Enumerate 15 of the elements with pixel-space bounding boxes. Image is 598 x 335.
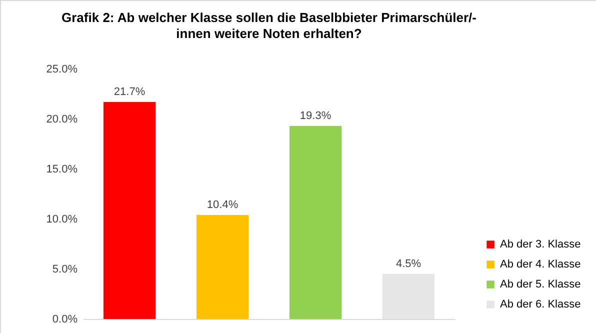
legend-label: Ab der 5. Klasse [500, 278, 581, 290]
y-tick-label: 15.0% [46, 164, 78, 176]
data-label: 10.4% [206, 199, 238, 211]
y-tick-label: 20.0% [46, 114, 78, 126]
y-tick-label: 5.0% [52, 264, 78, 276]
y-tick-label: 0.0% [52, 314, 78, 326]
chart-title: Grafik 2: Ab welcher Klasse sollen die Baselbbieter Primarschüler/-innen weitere Noten erhalten? [62, 10, 476, 41]
y-tick-label: 10.0% [46, 214, 78, 226]
legend-label: Ab der 6. Klasse [500, 298, 581, 310]
data-label: 4.5% [396, 258, 422, 270]
legend-label: Ab der 4. Klasse [500, 258, 581, 270]
data-label: 19.3% [300, 110, 332, 122]
y-tick-label: 25.0% [46, 64, 78, 76]
legend-label: Ab der 3. Klasse [500, 238, 581, 250]
data-label: 21.7% [114, 86, 146, 98]
